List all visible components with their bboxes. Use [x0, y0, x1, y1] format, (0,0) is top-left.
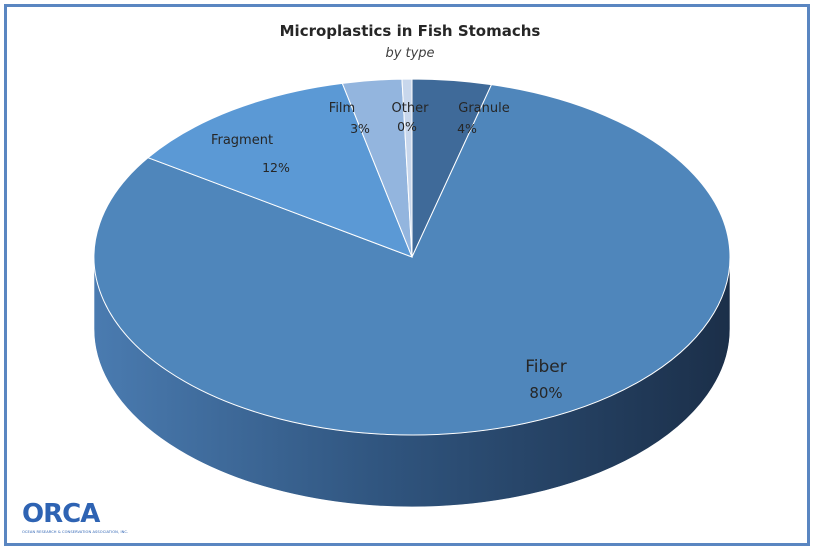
- pie-slice-other: [401, 78, 413, 258]
- slice-label-other: Other: [392, 101, 430, 116]
- orca-logo: ORCA OCEAN RESEARCH & CONSERVATION ASSOC…: [22, 500, 132, 540]
- slice-value-other: 0%: [397, 119, 417, 134]
- slice-value-granule: 4%: [457, 121, 477, 136]
- orca-tagline: OCEAN RESEARCH & CONSERVATION ASSOCIATIO…: [22, 530, 129, 534]
- chart-title: Microplastics in Fish Stomachs: [279, 22, 541, 40]
- slice-value-film: 3%: [350, 121, 370, 136]
- slice-value-fiber: 80%: [529, 384, 562, 402]
- orca-wordmark: ORCA: [22, 499, 100, 529]
- pie-slice-fiber: [93, 84, 731, 436]
- chart-frame: [4, 4, 810, 546]
- slice-value-fragment: 12%: [262, 160, 290, 175]
- pie-slice-fragment: [147, 82, 413, 258]
- slice-label-granule: Granule: [458, 101, 509, 116]
- chart-subtitle: by type: [385, 46, 435, 61]
- slice-label-fragment: Fragment: [211, 133, 273, 148]
- slice-label-fiber: Fiber: [525, 357, 567, 377]
- slice-label-film: Film: [329, 101, 355, 116]
